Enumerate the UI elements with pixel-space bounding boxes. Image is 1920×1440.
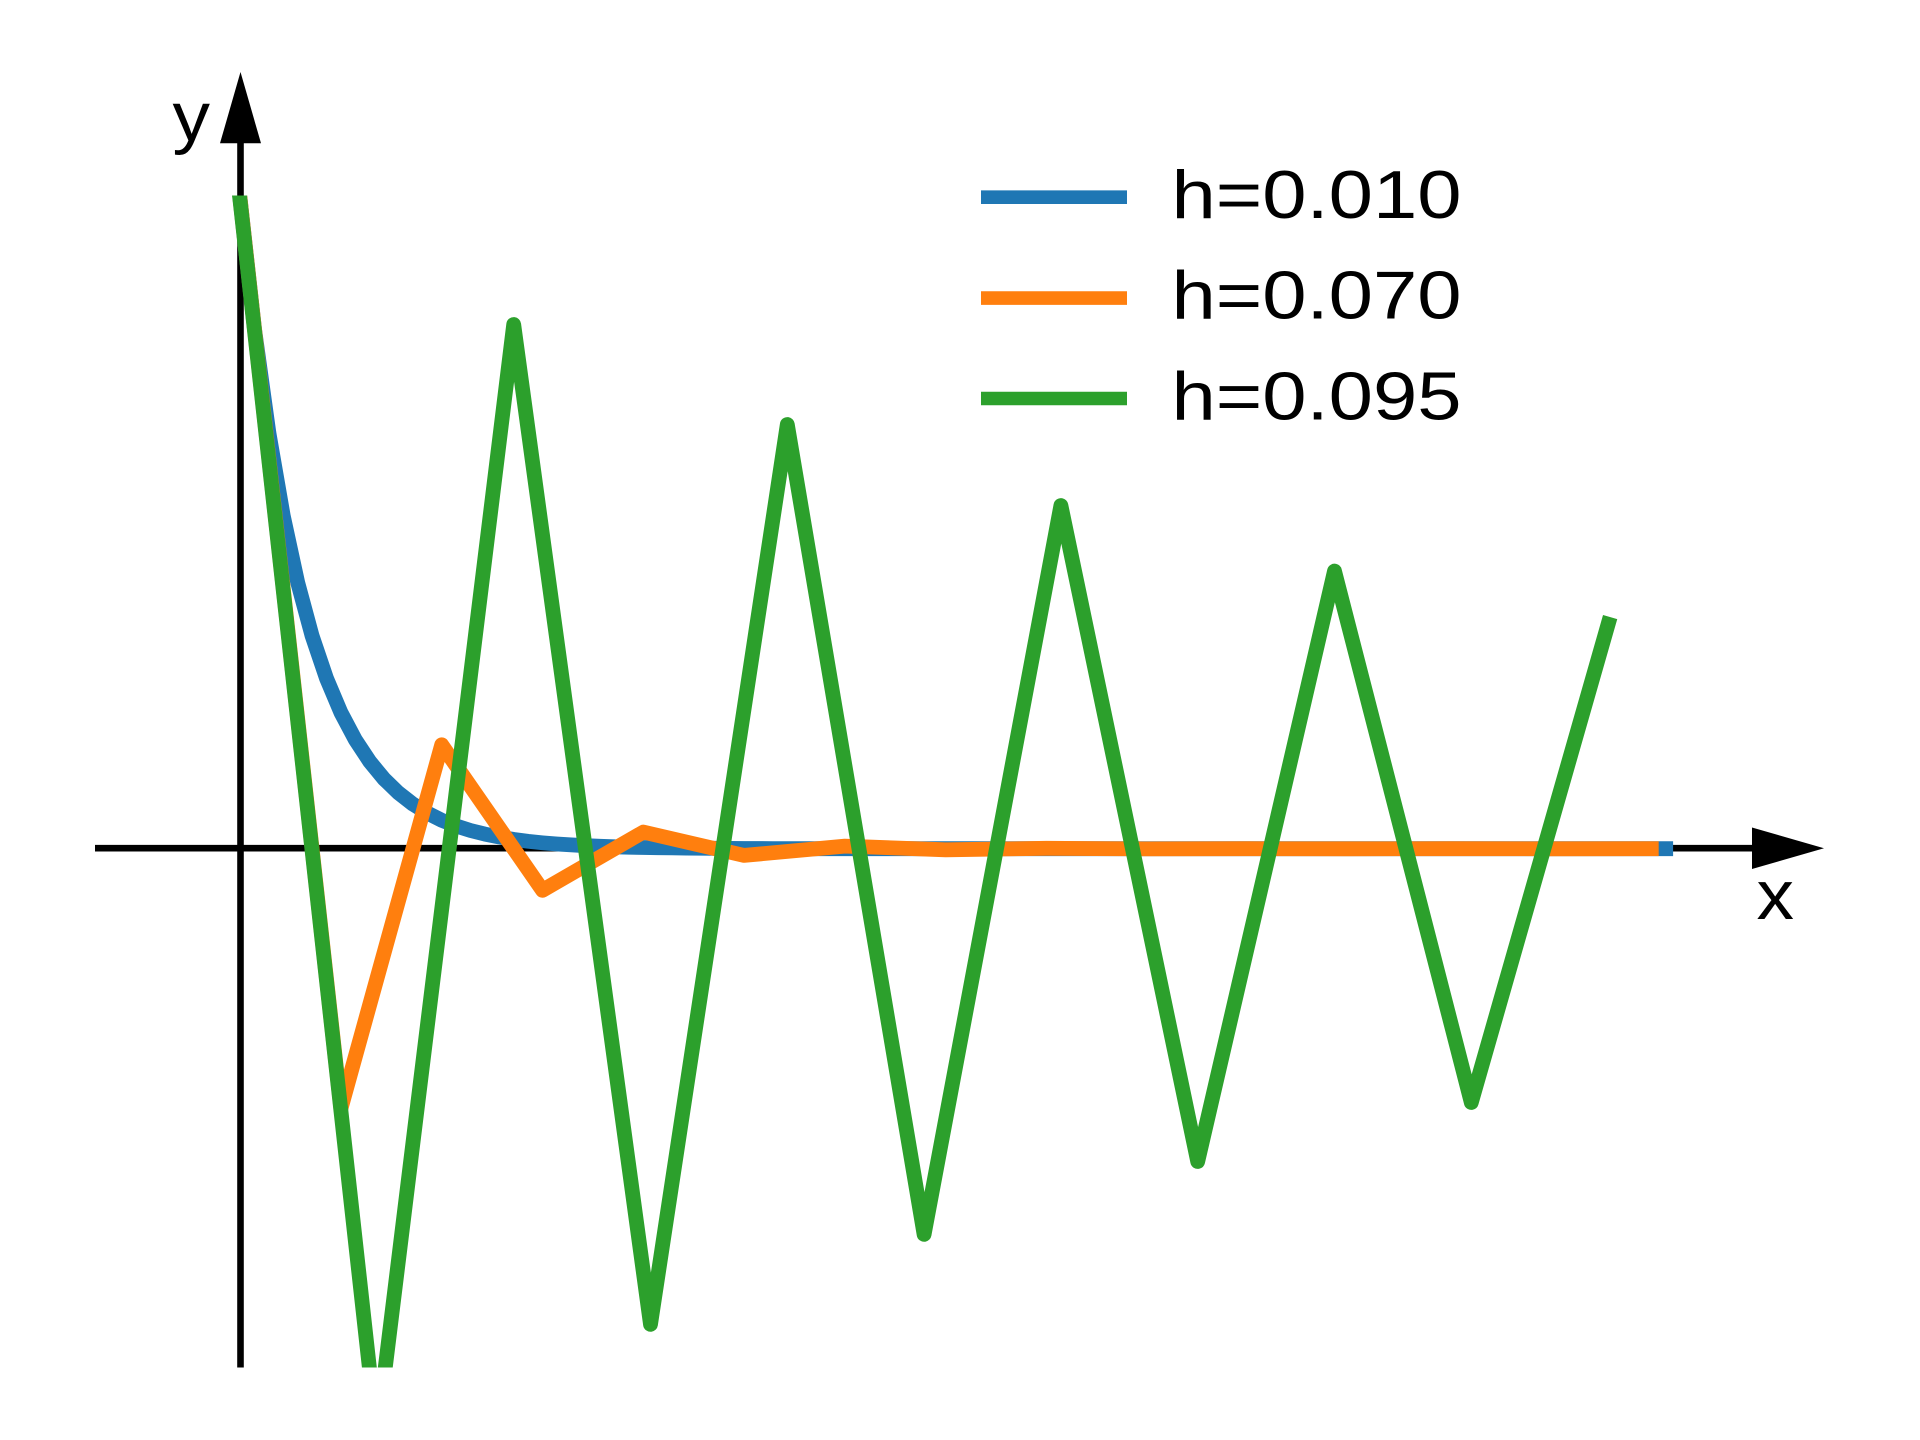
svg-text:x: x — [1757, 856, 1795, 934]
svg-text:h=0.010: h=0.010 — [1172, 157, 1462, 233]
svg-text:h=0.095: h=0.095 — [1172, 358, 1462, 434]
svg-text:y: y — [173, 78, 211, 156]
svg-text:h=0.070: h=0.070 — [1172, 258, 1462, 334]
